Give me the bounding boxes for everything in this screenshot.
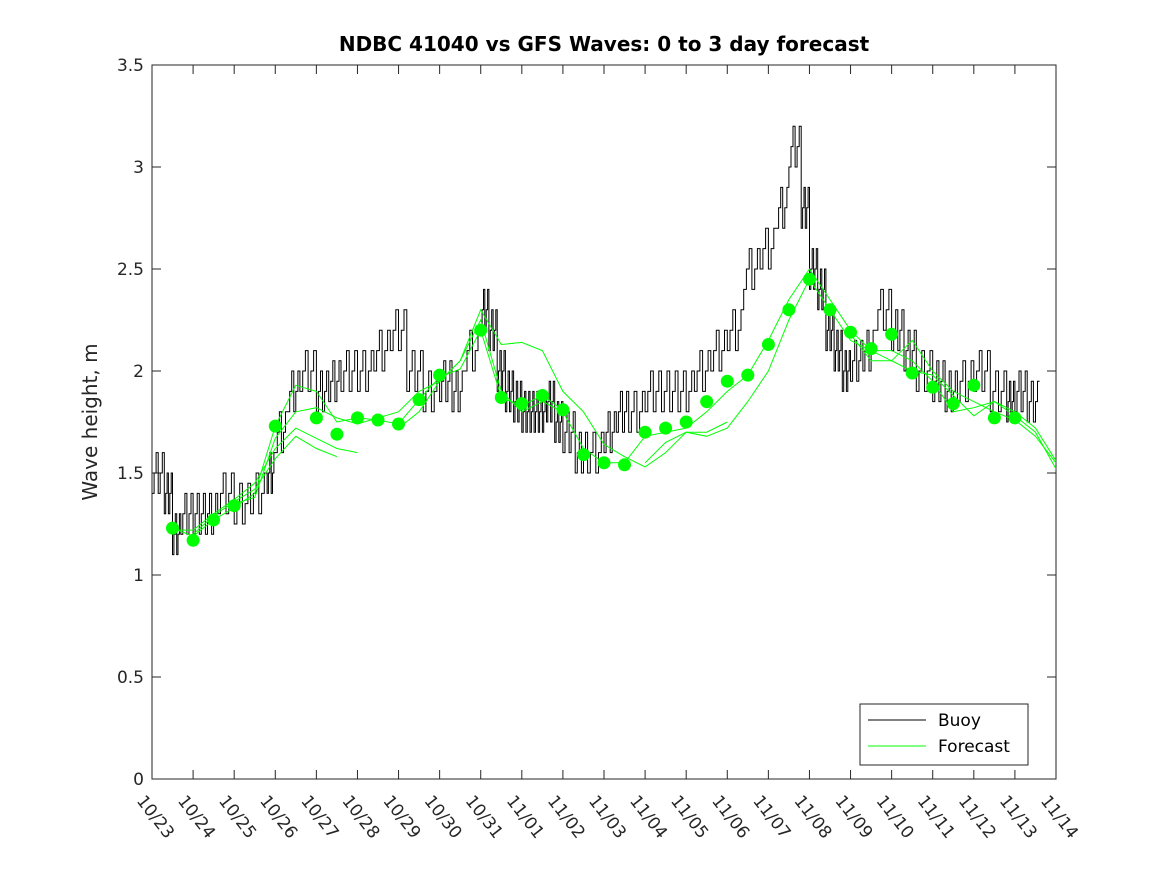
- y-tick-label: 3: [133, 158, 144, 178]
- x-tick-label: 10/28: [338, 792, 384, 843]
- x-tick-label: 10/25: [214, 792, 260, 843]
- x-tick-label: 11/12: [954, 792, 1000, 843]
- forecast-point: [638, 425, 652, 439]
- forecast-point: [556, 403, 570, 417]
- y-tick-label: 3.5: [117, 56, 144, 76]
- forecast-series-line: [172, 427, 358, 531]
- forecast-series-line: [234, 308, 728, 505]
- forecast-point: [227, 499, 241, 513]
- x-tick-label: 11/05: [666, 792, 712, 843]
- forecast-point: [741, 368, 755, 382]
- forecast-point: [412, 393, 426, 407]
- forecast-point: [515, 397, 529, 411]
- x-tick-label: 11/01: [502, 792, 548, 843]
- forecast-point: [987, 411, 1001, 425]
- forecast-point: [946, 397, 960, 411]
- x-tick-label: 10/26: [255, 792, 301, 843]
- y-tick-label: 2.5: [117, 260, 144, 280]
- x-tick-label: 11/06: [707, 792, 753, 843]
- y-tick-label: 2: [133, 362, 144, 382]
- y-tick-label: 1: [133, 566, 144, 586]
- x-tick-label: 11/14: [1036, 792, 1082, 843]
- forecast-point: [618, 458, 631, 472]
- plot-area: [151, 64, 1057, 780]
- forecast-series-line: [850, 333, 1057, 462]
- forecast-point: [474, 323, 488, 337]
- forecast-point: [905, 366, 919, 380]
- x-tick-label: 10/27: [296, 792, 342, 843]
- forecast-point: [679, 415, 693, 429]
- forecast-point: [761, 338, 775, 351]
- forecast-point: [309, 411, 323, 425]
- forecast-series-line: [644, 278, 1057, 470]
- x-tick-label: 11/11: [913, 792, 959, 843]
- forecast-series-line: [398, 268, 1057, 464]
- x-tick-label: 11/03: [584, 792, 630, 843]
- y-tick-label: 1.5: [117, 464, 144, 484]
- x-tick-label: 11/13: [995, 792, 1041, 843]
- forecast-point: [371, 413, 385, 427]
- legend-box: [859, 703, 1029, 766]
- forecast-point: [330, 427, 344, 441]
- x-tick-label: 11/02: [543, 792, 589, 843]
- forecast-point: [864, 342, 878, 356]
- forecast-point: [926, 380, 940, 394]
- forecast-point: [720, 374, 734, 388]
- chart-title: NDBC 41040 vs GFS Waves: 0 to 3 day fore…: [339, 32, 870, 56]
- x-tick-label: 11/04: [625, 792, 671, 843]
- legend-buoy-label: Buoy: [938, 711, 981, 731]
- forecast-point: [967, 378, 981, 392]
- series-layer: [152, 125, 1057, 556]
- y-tick-label: 0: [133, 770, 144, 790]
- x-tick-label: 11/09: [831, 792, 877, 843]
- legend: Buoy Forecast: [859, 703, 1029, 766]
- x-tick-label: 10/29: [379, 792, 425, 843]
- forecast-point: [186, 533, 200, 547]
- forecast-point: [823, 303, 837, 317]
- legend-forecast-label: Forecast: [938, 737, 1010, 757]
- forecast-point: [433, 368, 447, 382]
- forecast-point: [844, 325, 857, 339]
- forecast-point: [782, 303, 796, 317]
- x-tick-label: 10/23: [132, 792, 178, 843]
- forecast-point: [700, 395, 714, 409]
- forecast-point: [1008, 411, 1022, 425]
- forecast-point: [577, 448, 590, 462]
- forecast-point: [392, 417, 405, 431]
- forecast-series-line: [192, 435, 338, 535]
- forecast-point: [597, 456, 611, 470]
- forecast-point: [166, 521, 179, 535]
- y-tick-label: 0.5: [117, 668, 144, 688]
- x-tick-label: 10/24: [173, 792, 219, 843]
- forecast-point: [535, 389, 549, 402]
- y-axis-label: Wave height, m: [78, 343, 102, 500]
- forecast-point: [207, 513, 221, 527]
- forecast-point: [268, 419, 282, 433]
- forecast-point: [494, 391, 508, 404]
- x-tick-label: 11/10: [872, 792, 918, 843]
- forecast-point: [351, 411, 364, 425]
- x-tick-label: 11/07: [748, 792, 794, 843]
- buoy-series-line: [152, 125, 1040, 556]
- x-tick-label: 10/31: [461, 792, 507, 843]
- y-axis: 0 0.5 1 1.5 2 2.5 3 3.5: [117, 56, 1056, 790]
- x-tick-label: 11/08: [790, 792, 836, 843]
- forecast-point: [803, 272, 816, 286]
- x-tick-label: 10/30: [420, 792, 466, 843]
- forecast-point: [659, 421, 673, 435]
- forecast-point: [885, 327, 899, 341]
